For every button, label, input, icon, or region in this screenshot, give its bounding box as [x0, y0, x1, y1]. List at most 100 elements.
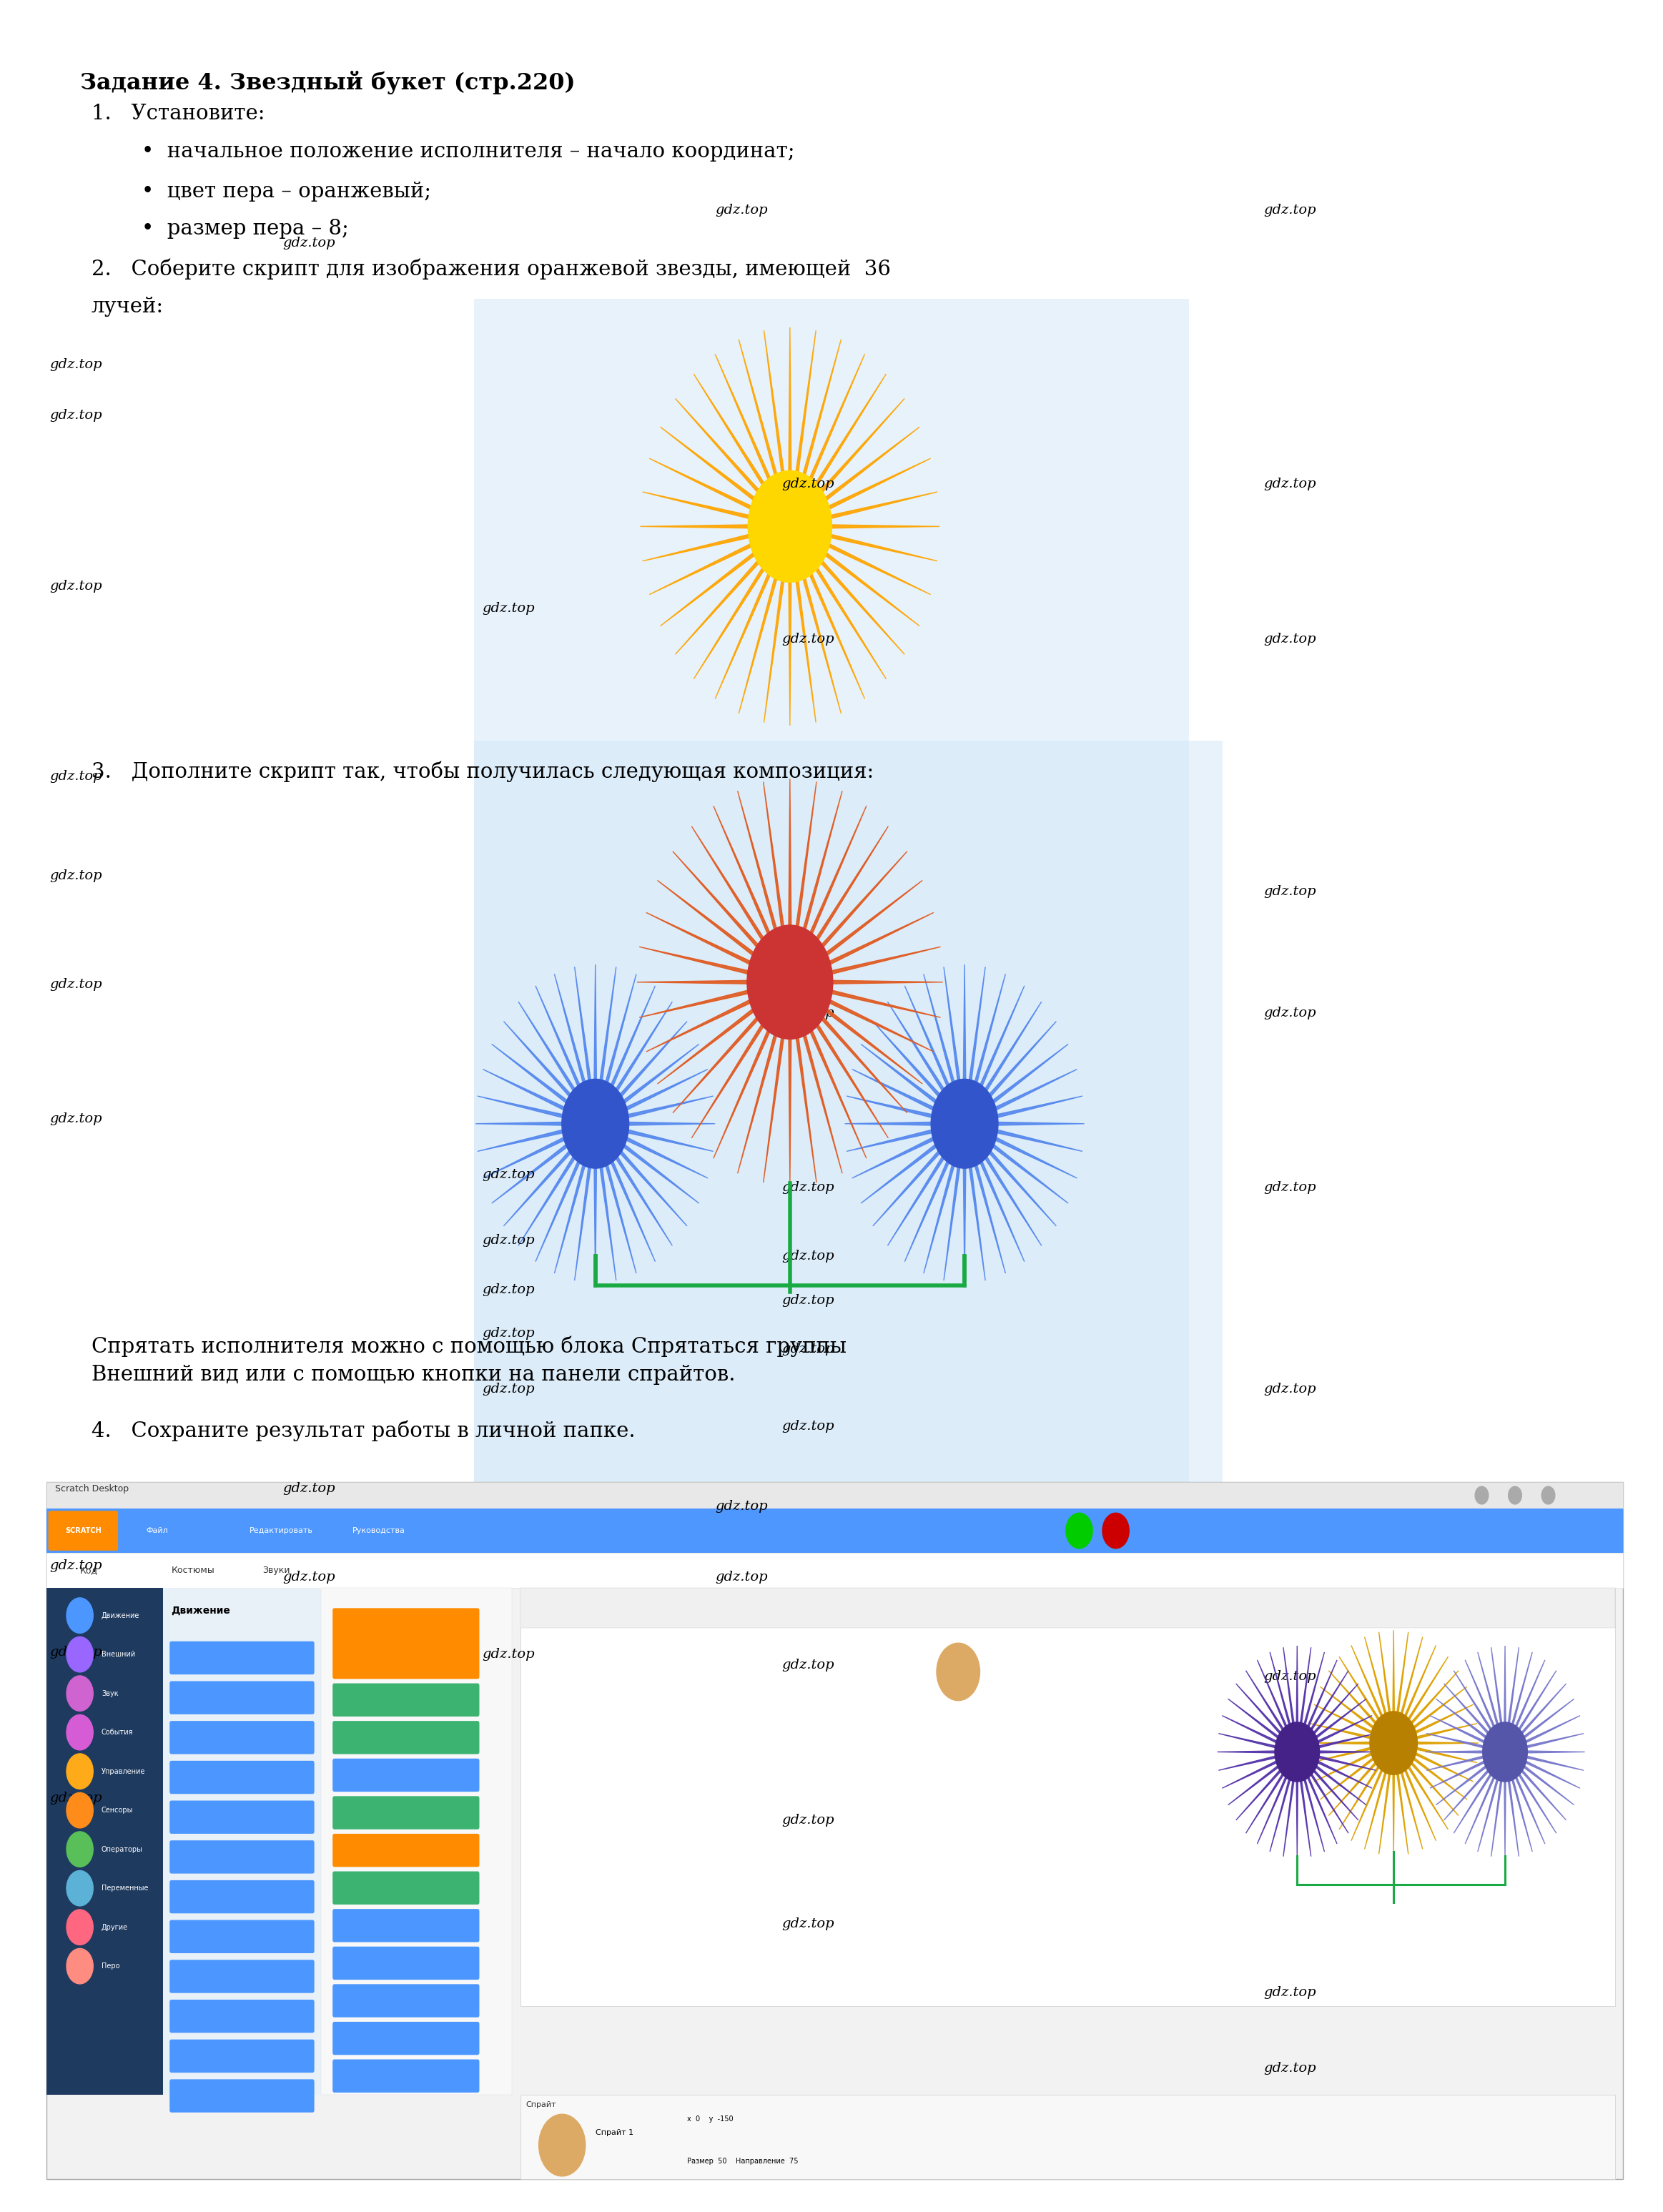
- Circle shape: [67, 1949, 93, 1984]
- Polygon shape: [1379, 1632, 1392, 1730]
- Polygon shape: [597, 967, 617, 1102]
- Text: gdz.top: gdz.top: [782, 1006, 835, 1020]
- Text: Звуки: Звуки: [263, 1566, 291, 1575]
- Polygon shape: [763, 1006, 788, 1183]
- Text: gdz.top: gdz.top: [782, 1918, 835, 1931]
- Polygon shape: [792, 1006, 817, 1183]
- Polygon shape: [1339, 1657, 1387, 1732]
- Polygon shape: [805, 538, 920, 626]
- Polygon shape: [845, 1121, 948, 1126]
- Text: 3.   Дополните скрипт так, чтобы получилась следующая композиция:: 3. Дополните скрипт так, чтобы получилас…: [91, 761, 873, 783]
- Polygon shape: [905, 987, 958, 1106]
- Text: Внешний: Внешний: [101, 1650, 135, 1659]
- Text: gdz.top: gdz.top: [50, 580, 103, 593]
- Polygon shape: [803, 852, 906, 969]
- Polygon shape: [1465, 1763, 1500, 1845]
- Polygon shape: [607, 1022, 687, 1110]
- Circle shape: [931, 1079, 998, 1168]
- Polygon shape: [1257, 1763, 1292, 1845]
- Polygon shape: [978, 1133, 1068, 1203]
- Circle shape: [562, 1079, 629, 1168]
- Polygon shape: [602, 987, 655, 1106]
- Circle shape: [67, 1832, 93, 1867]
- Polygon shape: [1443, 1761, 1498, 1820]
- Text: gdz.top: gdz.top: [782, 1659, 835, 1672]
- Text: События: События: [101, 1730, 133, 1736]
- Polygon shape: [1397, 1637, 1422, 1730]
- FancyBboxPatch shape: [333, 2059, 479, 2093]
- Polygon shape: [693, 374, 780, 509]
- Polygon shape: [807, 914, 933, 975]
- Polygon shape: [1453, 1670, 1498, 1743]
- Polygon shape: [642, 529, 773, 562]
- Polygon shape: [1284, 1765, 1295, 1856]
- Polygon shape: [675, 398, 777, 513]
- FancyBboxPatch shape: [333, 1909, 479, 1942]
- Circle shape: [67, 1597, 93, 1632]
- Text: Переменные: Переменные: [101, 1885, 148, 1891]
- Polygon shape: [1399, 1646, 1435, 1732]
- Text: x  0    y  -150: x 0 y -150: [687, 2115, 733, 2124]
- Polygon shape: [1515, 1734, 1583, 1750]
- Polygon shape: [1443, 1683, 1498, 1743]
- Polygon shape: [554, 1144, 590, 1274]
- Polygon shape: [1395, 1756, 1409, 1854]
- Polygon shape: [1299, 1648, 1310, 1739]
- Text: Спрайт 1: Спрайт 1: [595, 2128, 634, 2137]
- Polygon shape: [1492, 1648, 1503, 1739]
- Polygon shape: [978, 1044, 1068, 1115]
- Polygon shape: [1513, 1759, 1575, 1805]
- Polygon shape: [792, 781, 817, 958]
- Text: gdz.top: gdz.top: [1264, 204, 1317, 217]
- FancyBboxPatch shape: [170, 1641, 314, 1674]
- Polygon shape: [851, 1130, 950, 1179]
- Text: gdz.top: gdz.top: [50, 978, 103, 991]
- Polygon shape: [1227, 1759, 1289, 1805]
- Polygon shape: [851, 1068, 950, 1117]
- Polygon shape: [1304, 1670, 1349, 1743]
- Text: Перо: Перо: [101, 1962, 120, 1969]
- FancyBboxPatch shape: [333, 1683, 479, 1717]
- Polygon shape: [1392, 1759, 1395, 1856]
- FancyBboxPatch shape: [170, 1960, 314, 1993]
- Polygon shape: [798, 354, 865, 507]
- Polygon shape: [795, 549, 841, 714]
- Text: gdz.top: gdz.top: [482, 1648, 535, 1661]
- Polygon shape: [943, 1146, 963, 1281]
- Polygon shape: [657, 993, 775, 1084]
- Text: Редактировать: Редактировать: [249, 1526, 313, 1535]
- Polygon shape: [1512, 1670, 1557, 1743]
- Polygon shape: [600, 1144, 637, 1274]
- Polygon shape: [805, 880, 923, 971]
- Polygon shape: [1222, 1756, 1287, 1787]
- Text: gdz.top: gdz.top: [482, 1168, 535, 1181]
- Polygon shape: [975, 1002, 1041, 1108]
- Polygon shape: [976, 1137, 1056, 1225]
- Polygon shape: [1427, 1734, 1495, 1750]
- Text: gdz.top: gdz.top: [782, 1181, 835, 1194]
- Text: gdz.top: gdz.top: [1264, 885, 1317, 898]
- Text: Размер  50    Направление  75: Размер 50 Направление 75: [687, 2159, 798, 2166]
- Polygon shape: [800, 827, 888, 964]
- Polygon shape: [1435, 1699, 1497, 1745]
- Text: gdz.top: gdz.top: [283, 1571, 336, 1584]
- Polygon shape: [792, 330, 817, 504]
- Polygon shape: [981, 1121, 1084, 1126]
- Polygon shape: [1307, 1717, 1372, 1747]
- Polygon shape: [597, 1146, 617, 1281]
- Polygon shape: [594, 1146, 597, 1283]
- Polygon shape: [647, 914, 773, 975]
- Polygon shape: [1307, 1756, 1372, 1787]
- Polygon shape: [1510, 1659, 1545, 1741]
- Text: Звук: Звук: [101, 1690, 118, 1697]
- FancyBboxPatch shape: [333, 1796, 479, 1829]
- FancyBboxPatch shape: [333, 1984, 479, 2017]
- Text: 2.   Соберите скрипт для изображения оранжевой звезды, имеющей  36: 2. Соберите скрипт для изображения оранж…: [91, 259, 891, 281]
- Text: gdz.top: gdz.top: [482, 1382, 535, 1396]
- FancyBboxPatch shape: [170, 1721, 314, 1754]
- FancyBboxPatch shape: [521, 2095, 1615, 2179]
- Polygon shape: [1395, 1632, 1409, 1730]
- Text: gdz.top: gdz.top: [50, 1646, 103, 1659]
- Polygon shape: [1284, 1648, 1295, 1739]
- Polygon shape: [610, 1068, 708, 1117]
